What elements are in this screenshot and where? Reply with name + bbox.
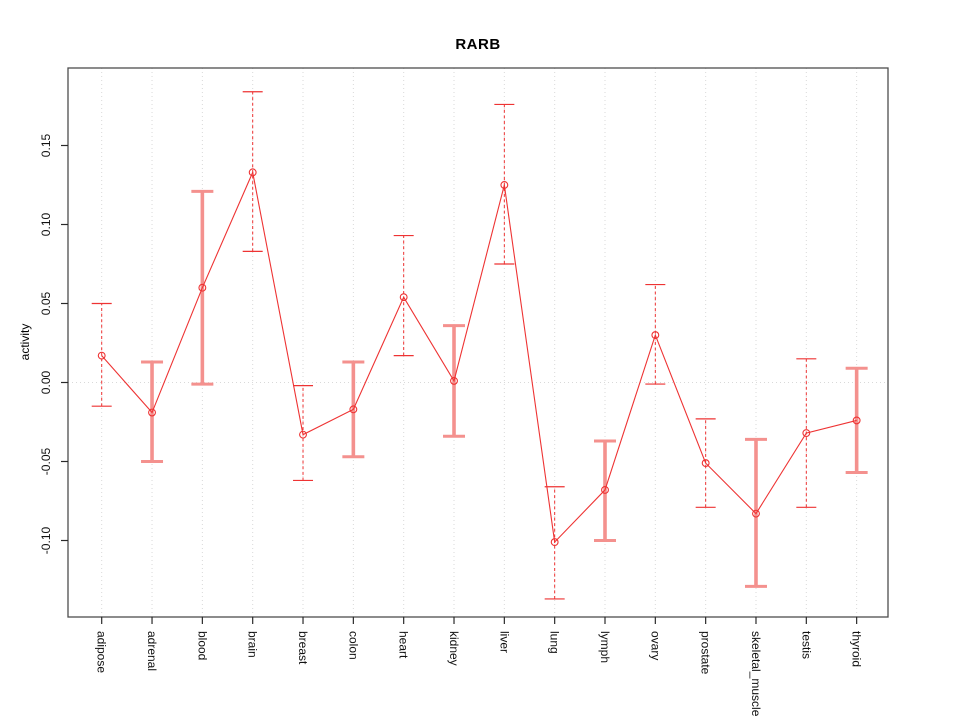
error-bar-ovary [645,283,666,385]
error-bar-adipose [91,302,112,407]
x-tick-label-heart: heart [397,631,411,659]
data-point-skeletal_muscle [752,509,760,518]
data-points [97,168,861,547]
data-point-kidney [450,376,458,385]
x-tick-label-skeletal_muscle: skeletal_muscle [749,631,763,717]
x-tick-label-thyroid: thyroid [850,631,864,667]
data-point-thyroid [852,416,861,425]
x-tick-label-prostate: prostate [699,631,713,675]
data-point-adipose [97,351,106,360]
error-bar-prostate [695,418,716,508]
y-tick-label: -0.05 [39,448,53,476]
x-tick-label-testis: testis [799,631,813,659]
gridlines [68,68,888,617]
data-point-brain [248,168,257,177]
y-tick-label: 0.05 [39,291,53,315]
x-tick-label-lymph: lymph [598,631,612,663]
data-point-adrenal [148,408,156,417]
y-axis: -0.10 -0.05 0.00 0.05 0.10 0.15 [39,133,68,554]
y-tick-label: -0.10 [39,527,53,555]
error-bar-thyroid [845,366,868,475]
plot-box [67,67,889,618]
x-tick-label-liver: liver [497,631,511,653]
x-tick-label-ovary: ovary [648,631,662,660]
x-tick-label-colon: colon [346,631,360,660]
data-point-heart [399,293,408,302]
data-point-lymph [601,485,609,494]
data-point-prostate [701,459,710,468]
x-tick-label-breast: breast [296,631,310,665]
x-tick-label-adipose: adipose [95,631,109,673]
error-bars [91,91,868,600]
y-tick-label: 0.00 [39,370,53,394]
x-tick-label-brain: brain [246,631,260,658]
x-tick-label-blood: blood [195,631,209,660]
y-tick-label: 0.15 [39,133,53,157]
data-point-blood [198,283,207,292]
data-point-lung [550,538,559,547]
data-point-ovary [651,331,660,340]
error-bar-liver [494,103,515,265]
data-point-colon [349,405,358,414]
data-point-liver [500,181,509,189]
x-tick-label-adrenal: adrenal [145,631,159,671]
error-bar-heart [393,234,414,357]
x-tick-label-lung: lung [548,631,562,654]
y-tick-label: 0.10 [39,212,53,236]
chart-title: RARB [455,36,501,53]
data-line [101,170,857,544]
data-point-breast [299,430,307,439]
x-tick-label-kidney: kidney [447,631,461,666]
x-axis: adipose adrenal blood brain breast colon heart… [95,617,864,717]
data-point-testis [802,429,811,438]
